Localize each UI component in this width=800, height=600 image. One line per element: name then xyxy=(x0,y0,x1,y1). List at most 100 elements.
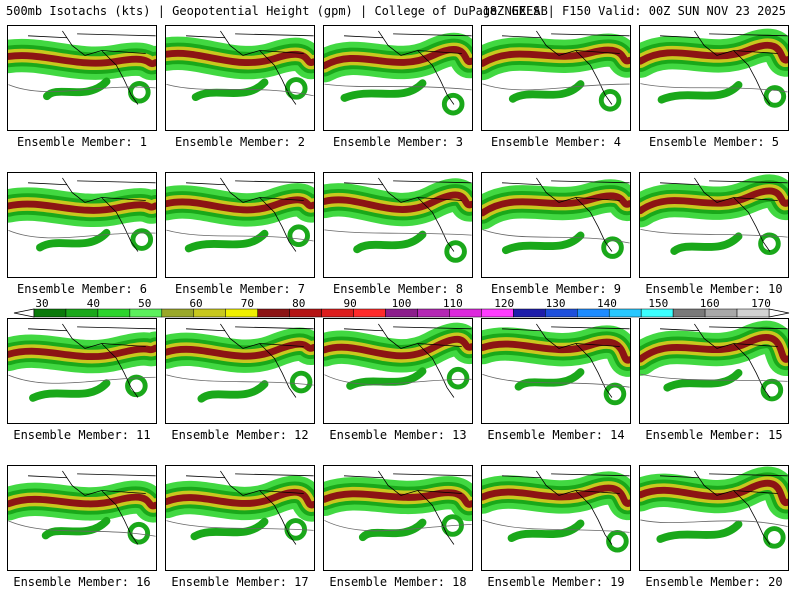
ensemble-member-label: Ensemble Member: 7 xyxy=(174,282,306,296)
ensemble-member-panel xyxy=(7,25,157,131)
ensemble-member-label: Ensemble Member: 18 xyxy=(329,575,467,589)
map-title: 500mb Isotachs (kts) | Geopotential Heig… xyxy=(6,4,548,18)
ensemble-member-panel xyxy=(481,465,631,571)
ensemble-member-label: Ensemble Member: 14 xyxy=(487,428,625,442)
ensemble-member-label: Ensemble Member: 1 xyxy=(16,135,148,149)
jet-stream-map xyxy=(640,320,788,402)
colorbar-tick-label: 40 xyxy=(87,297,100,310)
colorbar-swatch xyxy=(65,308,99,318)
ensemble-member-label: Ensemble Member: 15 xyxy=(645,428,783,442)
ensemble-member-label: Ensemble Member: 6 xyxy=(16,282,148,296)
colorbar-tick-label: 90 xyxy=(344,297,357,310)
colorbar-swatch xyxy=(161,308,195,318)
jet-stream-map xyxy=(8,30,156,105)
ensemble-member-panel xyxy=(323,318,473,424)
ensemble-member-label: Ensemble Member: 11 xyxy=(13,428,151,442)
colorbar-tick-label: 60 xyxy=(189,297,202,310)
jet-stream-map xyxy=(640,174,788,256)
colorbar-swatch xyxy=(577,308,610,318)
isotach-colorbar: 30 40 50 60 70 80 90 100 110 120 130 140 150 160 170 xyxy=(13,297,790,319)
ensemble-member-panel xyxy=(481,318,631,424)
ensemble-member-label: Ensemble Member: 5 xyxy=(648,135,780,149)
ensemble-member-panel xyxy=(323,25,473,131)
colorbar-swatch xyxy=(608,308,642,318)
jet-stream-map xyxy=(324,470,472,545)
colorbar-tick-label: 80 xyxy=(292,297,305,310)
ensemble-member-label: Ensemble Member: 12 xyxy=(171,428,309,442)
colorbar-tick-label: 70 xyxy=(241,297,254,310)
jet-stream-map xyxy=(482,177,630,259)
ensemble-member-panel xyxy=(639,172,789,278)
ensemble-member-label: Ensemble Member: 2 xyxy=(174,135,306,149)
ensemble-member-panel xyxy=(7,318,157,424)
colorbar-swatch xyxy=(481,308,514,318)
ensemble-member-label: Ensemble Member: 17 xyxy=(171,575,309,589)
jet-stream-map xyxy=(324,322,472,398)
colorbar-tick-label: 150 xyxy=(648,297,668,310)
ensemble-member-panel xyxy=(165,465,315,571)
jet-stream-map xyxy=(324,30,472,116)
colorbar-tick-label: 100 xyxy=(392,297,412,310)
colorbar-tick-label: 170 xyxy=(751,297,771,310)
jet-stream-map xyxy=(166,177,314,253)
ensemble-member-panel xyxy=(7,465,157,571)
jet-stream-map xyxy=(324,177,472,263)
colorbar-high-arrow xyxy=(768,308,790,318)
colorbar-tick-label: 110 xyxy=(443,297,463,310)
ensemble-member-panel xyxy=(165,25,315,131)
jet-stream-map xyxy=(482,470,630,553)
colorbar-tick-label: 120 xyxy=(494,297,514,310)
jet-stream-map xyxy=(640,466,788,549)
colorbar-swatch xyxy=(321,308,354,318)
ensemble-member-panel xyxy=(323,465,473,571)
colorbar-swatch xyxy=(672,308,706,318)
jet-stream-map xyxy=(482,323,630,406)
ensemble-member-panel xyxy=(7,172,157,278)
jet-stream-map xyxy=(166,470,314,545)
colorbar-swatch xyxy=(513,308,546,318)
colorbar-swatch xyxy=(417,308,450,318)
ensemble-member-label: Ensemble Member: 19 xyxy=(487,575,625,589)
colorbar-swatch xyxy=(225,308,258,318)
ensemble-member-panel xyxy=(481,25,631,131)
colorbar-swatch xyxy=(449,308,482,318)
colorbar-tick-label: 160 xyxy=(700,297,720,310)
colorbar-swatch xyxy=(385,308,418,318)
model-run-info: 18Z GEFS | F150 Valid: 00Z SUN NOV 23 20… xyxy=(482,4,786,18)
ensemble-member-label: Ensemble Member: 3 xyxy=(332,135,464,149)
ensemble-member-panel xyxy=(165,318,315,424)
colorbar-swatch xyxy=(736,308,770,318)
colorbar-tick-label: 50 xyxy=(138,297,151,310)
colorbar-swatch xyxy=(129,308,163,318)
colorbar-swatch xyxy=(193,308,226,318)
ensemble-member-label: Ensemble Member: 13 xyxy=(329,428,467,442)
ensemble-member-panel xyxy=(639,465,789,571)
colorbar-swatch xyxy=(545,308,578,318)
ensemble-member-panel xyxy=(639,25,789,131)
colorbar-tick-label: 140 xyxy=(597,297,617,310)
colorbar-tick-label: 130 xyxy=(546,297,566,310)
colorbar-swatch xyxy=(257,308,290,318)
ensemble-member-label: Ensemble Member: 10 xyxy=(645,282,783,296)
ensemble-member-label: Ensemble Member: 9 xyxy=(490,282,622,296)
colorbar-swatch xyxy=(640,308,674,318)
jet-stream-map xyxy=(482,30,630,112)
ensemble-member-label: Ensemble Member: 8 xyxy=(332,282,464,296)
colorbar-swatch xyxy=(33,308,67,318)
colorbar-swatch xyxy=(97,308,131,318)
jet-stream-map xyxy=(166,323,314,403)
ensemble-member-panel xyxy=(481,172,631,278)
ensemble-member-panel xyxy=(323,172,473,278)
ensemble-member-label: Ensemble Member: 4 xyxy=(490,135,622,149)
colorbar-low-arrow xyxy=(13,308,35,318)
jet-stream-map xyxy=(8,470,156,545)
colorbar-swatch xyxy=(704,308,738,318)
colorbar-tick-label: 30 xyxy=(35,297,48,310)
jet-stream-map xyxy=(8,177,156,252)
ensemble-member-panel xyxy=(165,172,315,278)
ensemble-member-panel xyxy=(639,318,789,424)
ensemble-member-label: Ensemble Member: 20 xyxy=(645,575,783,589)
jet-stream-map xyxy=(640,28,788,108)
colorbar-swatch xyxy=(353,308,386,318)
jet-stream-map xyxy=(166,30,314,105)
